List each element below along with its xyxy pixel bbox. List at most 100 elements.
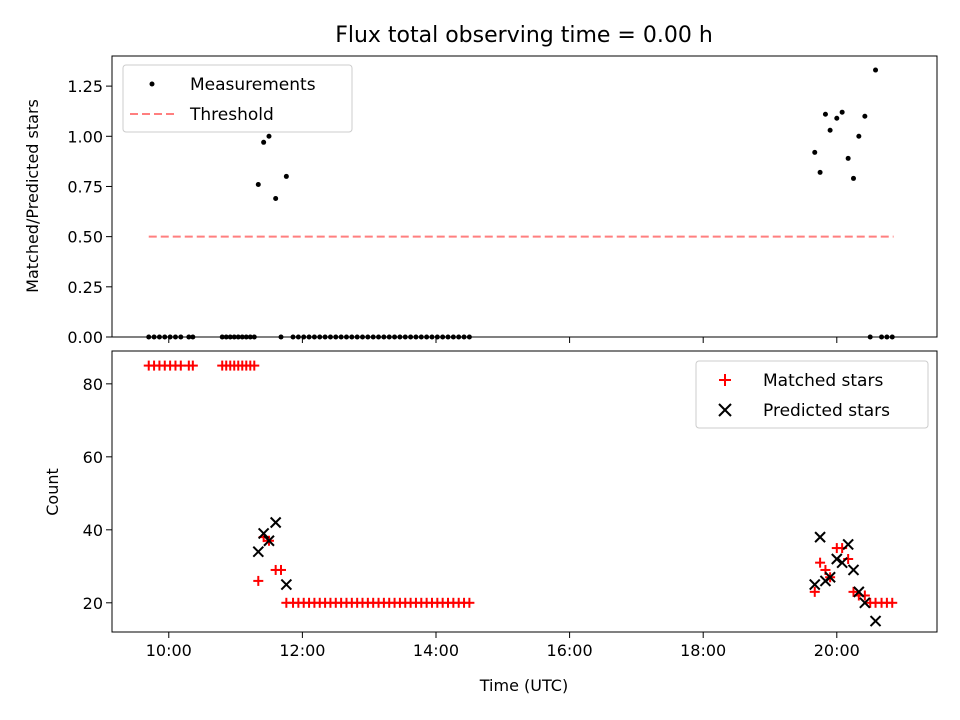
measurement-point bbox=[466, 334, 472, 340]
measurement-point bbox=[381, 334, 387, 340]
measurement-point bbox=[311, 334, 317, 340]
top-ytick-label: 1.00 bbox=[67, 127, 103, 146]
measurement-point bbox=[392, 334, 398, 340]
measurement-point bbox=[186, 334, 192, 340]
legend-threshold-label: Threshold bbox=[189, 105, 274, 125]
measurement-point bbox=[247, 334, 253, 340]
predicted-star-point bbox=[252, 546, 265, 558]
measurement-point bbox=[266, 133, 272, 139]
measurement-point bbox=[461, 334, 467, 340]
predicted-star-point bbox=[824, 571, 836, 583]
measurement-point bbox=[172, 334, 178, 340]
measurement-point bbox=[190, 334, 196, 340]
measurement-point bbox=[261, 139, 267, 145]
measurement-point bbox=[255, 181, 261, 187]
measurement-point bbox=[162, 334, 168, 340]
measurement-point bbox=[862, 113, 868, 119]
predicted-star-point bbox=[869, 615, 882, 627]
predicted-star-point bbox=[842, 538, 854, 551]
bottom-legend: Matched stars Predicted stars bbox=[695, 360, 929, 429]
measurement-point bbox=[812, 149, 818, 155]
matched-star-point bbox=[848, 586, 859, 597]
measurement-point bbox=[322, 334, 328, 340]
measurement-point bbox=[349, 334, 355, 340]
measurement-point bbox=[850, 175, 856, 181]
measurement-point bbox=[290, 334, 296, 340]
predicted-star-point bbox=[263, 535, 275, 547]
measurement-point bbox=[317, 334, 323, 340]
measurement-point bbox=[327, 334, 333, 340]
top-ylabel: Matched/Predicted stars bbox=[23, 99, 42, 293]
measurement-point bbox=[450, 334, 456, 340]
bottom-ylabel: Count bbox=[43, 468, 62, 516]
bottom-xtick-label: 14:00 bbox=[413, 641, 459, 660]
bottom-ytick-label: 80 bbox=[83, 375, 103, 394]
measurement-point bbox=[879, 334, 885, 340]
measurement-point bbox=[884, 334, 890, 340]
bottom-xtick-label: 12:00 bbox=[279, 641, 325, 660]
measurement-point bbox=[376, 334, 382, 340]
measurement-point bbox=[827, 127, 833, 133]
top-ytick-label: 0.25 bbox=[67, 278, 103, 297]
measurement-point bbox=[429, 334, 435, 340]
matched-star-point bbox=[187, 360, 198, 371]
matched-star-point bbox=[276, 564, 287, 575]
measurement-point bbox=[386, 334, 392, 340]
predicted-star-point bbox=[257, 527, 270, 540]
top-legend: Measurements Threshold bbox=[122, 64, 353, 133]
top-ytick-label: 0.50 bbox=[67, 228, 103, 247]
measurement-point bbox=[834, 115, 840, 121]
measurement-point bbox=[839, 109, 845, 115]
measurement-point bbox=[354, 334, 360, 340]
bottom-ytick-label: 40 bbox=[83, 521, 103, 540]
measurement-point bbox=[424, 334, 430, 340]
measurement-point bbox=[306, 334, 312, 340]
predicted-star-point bbox=[814, 531, 826, 543]
measurement-point bbox=[243, 334, 249, 340]
predicted-star-point bbox=[831, 553, 843, 565]
measurement-point bbox=[822, 111, 828, 117]
matched-star-point bbox=[809, 586, 820, 597]
bottom-ytick-label: 20 bbox=[83, 594, 103, 613]
predicted-star-point bbox=[280, 578, 293, 591]
measurement-point bbox=[231, 334, 237, 340]
measurement-point bbox=[251, 334, 257, 340]
measurement-point bbox=[402, 334, 408, 340]
measurement-point bbox=[283, 173, 289, 179]
measurement-point bbox=[235, 334, 241, 340]
measurement-point bbox=[456, 334, 462, 340]
top-ytick-label: 1.25 bbox=[67, 77, 103, 96]
bottom-xtick-label: 10:00 bbox=[146, 641, 192, 660]
measurement-point bbox=[360, 334, 366, 340]
measurement-point bbox=[873, 67, 879, 73]
measurement-point bbox=[445, 334, 451, 340]
predicted-star-point bbox=[859, 597, 871, 609]
measurement-point bbox=[301, 334, 307, 340]
figure-title: Flux total observing time = 0.00 h bbox=[335, 23, 713, 48]
measurement-point bbox=[413, 334, 419, 340]
matched-star-point bbox=[253, 575, 264, 586]
predicted-star-point bbox=[847, 564, 860, 576]
measurement-point bbox=[146, 334, 152, 340]
measurement-point bbox=[338, 334, 344, 340]
measurement-point bbox=[219, 334, 225, 340]
measurement-point bbox=[365, 334, 371, 340]
legend-predicted-marker bbox=[718, 403, 732, 417]
measurement-point bbox=[889, 334, 895, 340]
legend-matched-marker bbox=[719, 374, 731, 386]
measurement-point bbox=[156, 334, 162, 340]
predicted-star-point bbox=[269, 516, 282, 529]
measurement-point bbox=[418, 334, 424, 340]
measurement-point bbox=[817, 169, 823, 175]
legend-measurements-label: Measurements bbox=[190, 75, 316, 95]
measurement-point bbox=[239, 334, 245, 340]
legend-predicted-label: Predicted stars bbox=[763, 401, 890, 421]
measurement-point bbox=[167, 334, 173, 340]
predicted-star-point bbox=[836, 556, 848, 569]
measurement-point bbox=[273, 196, 279, 202]
measurement-point bbox=[227, 334, 233, 340]
measurement-point bbox=[278, 334, 284, 340]
measurement-point bbox=[856, 133, 862, 139]
top-ytick-label: 0.00 bbox=[67, 328, 103, 347]
